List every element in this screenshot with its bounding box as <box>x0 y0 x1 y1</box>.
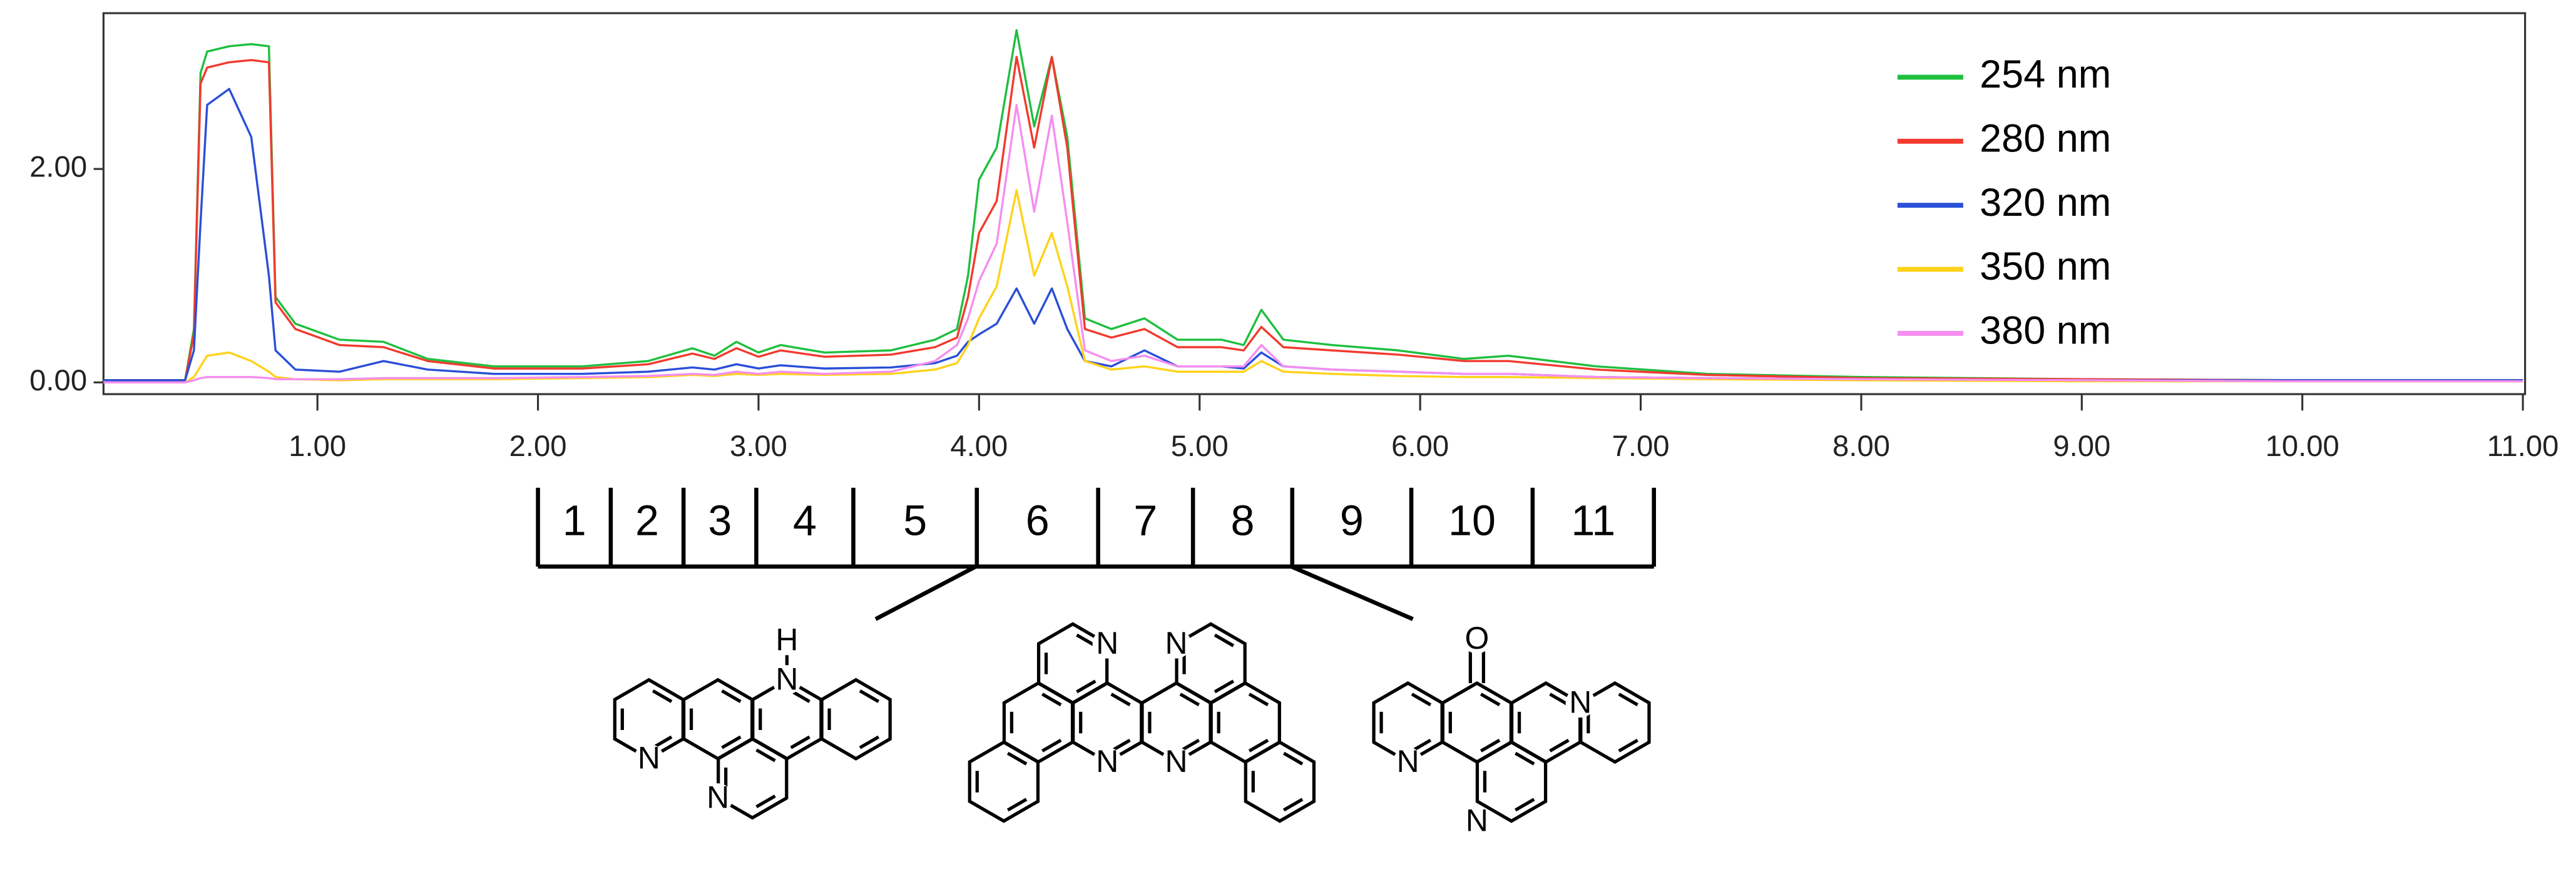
plot-frame <box>102 12 2527 395</box>
double-bond <box>1618 739 1638 753</box>
double-bond <box>1515 798 1535 812</box>
atom-mask <box>1161 629 1192 659</box>
x-tick-label: 11.00 <box>2487 430 2559 463</box>
double-bond <box>755 794 776 809</box>
fraction-label: 5 <box>903 497 927 544</box>
x-tick-label: 1.00 <box>289 430 346 463</box>
double-bond <box>1006 798 1028 812</box>
ring <box>1244 740 1316 823</box>
legend-label: 380 nm <box>1980 309 2111 353</box>
fraction-label: 1 <box>563 497 586 544</box>
atom-mask <box>703 783 733 813</box>
connector <box>874 564 977 621</box>
double-bond <box>652 689 673 703</box>
x-tick-label: 2.00 <box>509 430 567 463</box>
double-bond <box>1549 692 1570 707</box>
x-tick-label: 5.00 <box>1171 430 1229 463</box>
trace <box>103 189 2523 384</box>
atom-mask <box>1462 624 1492 654</box>
atom-mask <box>634 744 664 774</box>
legend-label: 350 nm <box>1980 245 2111 288</box>
x-tick-label: 8.00 <box>1832 430 1890 463</box>
atom-label: N <box>1096 626 1118 661</box>
double-bond <box>790 735 810 749</box>
x-tick-label: 4.00 <box>950 430 1008 463</box>
atom-label: N <box>775 662 798 697</box>
double-bond <box>1214 633 1235 647</box>
trace <box>103 104 2523 384</box>
double-bond <box>1248 692 1269 707</box>
atom-label: N <box>707 780 729 815</box>
double-bond <box>1076 679 1096 694</box>
double-bond <box>1411 692 1432 707</box>
double-bond <box>1041 692 1062 707</box>
double-bond <box>1041 739 1062 753</box>
double-bond <box>721 689 742 703</box>
atom-mask <box>772 665 802 695</box>
atom-label: N <box>1397 744 1419 779</box>
legend-label: 320 nm <box>1980 181 2111 225</box>
double-bond <box>1549 739 1570 753</box>
atom-label: O <box>1464 621 1489 656</box>
atom-mask <box>1161 747 1192 777</box>
atom-label: N <box>1096 744 1118 779</box>
double-bond <box>1248 739 1269 753</box>
legend-label: 254 nm <box>1980 53 2111 96</box>
double-bond <box>1282 798 1304 812</box>
atom-label: N <box>1569 684 1592 719</box>
atom-mask <box>1092 629 1122 659</box>
atom-mask <box>1393 747 1423 777</box>
atom-mask <box>772 626 802 656</box>
fraction-label: 3 <box>708 497 732 544</box>
atom-mask <box>1092 747 1122 777</box>
atom-mask <box>1462 806 1492 836</box>
trace <box>103 29 2523 382</box>
double-bond <box>1480 692 1501 707</box>
atom-label: N <box>638 741 660 776</box>
ring <box>968 740 1040 823</box>
double-bond <box>1282 751 1304 766</box>
double-bond <box>1179 692 1200 707</box>
ring <box>820 677 892 761</box>
double-bond <box>1006 751 1028 766</box>
fraction-label: 2 <box>635 497 659 544</box>
atom-label: N <box>1165 744 1187 779</box>
fraction-label: 6 <box>1026 497 1050 544</box>
x-tick-label: 10.00 <box>2266 430 2339 463</box>
double-bond <box>1618 692 1638 707</box>
connector <box>1290 564 1414 621</box>
double-bond <box>1214 679 1235 694</box>
fraction-label: 10 <box>1448 497 1496 544</box>
legend-label: 280 nm <box>1980 116 2111 160</box>
x-tick-label: 7.00 <box>1612 430 1670 463</box>
atom-label: H <box>775 622 798 657</box>
fraction-label: 9 <box>1340 497 1364 544</box>
fraction-label: 7 <box>1133 497 1157 544</box>
fraction-label: 8 <box>1230 497 1254 544</box>
x-tick-label: 3.00 <box>730 430 787 463</box>
double-bond <box>1515 751 1535 766</box>
ring <box>717 737 789 820</box>
double-bond <box>1076 633 1096 647</box>
double-bond <box>721 735 742 749</box>
double-bond <box>859 735 880 749</box>
double-bond <box>859 689 880 703</box>
x-tick-label: 9.00 <box>2053 430 2110 463</box>
x-tick-label: 6.00 <box>1391 430 1449 463</box>
fraction-label: 4 <box>793 497 817 544</box>
y-tick-label: 2.00 <box>29 151 87 184</box>
double-bond <box>1480 739 1501 753</box>
atom-label: N <box>1466 803 1488 838</box>
atom-mask <box>1565 687 1595 718</box>
double-bond <box>1110 692 1131 707</box>
trace <box>103 56 2523 382</box>
fraction-label: 11 <box>1571 497 1615 544</box>
trace <box>103 88 2523 382</box>
atom-label: N <box>1165 626 1187 661</box>
double-bond <box>755 748 776 763</box>
ring <box>1475 740 1548 823</box>
y-tick-label: 0.00 <box>29 364 87 397</box>
